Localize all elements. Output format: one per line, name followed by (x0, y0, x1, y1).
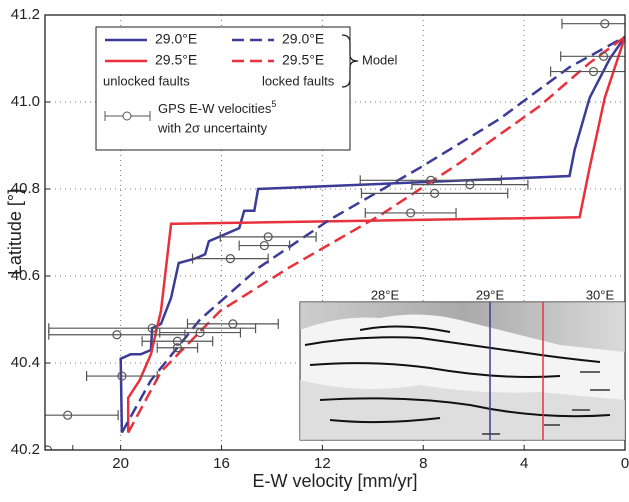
x-axis-label: E-W velocity [mm/yr] (253, 471, 418, 491)
legend-gps: GPS E-W velocities5 (158, 99, 276, 116)
y-tick-label: 40.8 (11, 180, 40, 197)
legend: unlocked faults locked faults Model GPS … (96, 27, 398, 150)
legend-gps-name: GPS E-W velocities (158, 101, 272, 116)
inset-map: 28°E 29°E 30°E (300, 287, 625, 440)
x-tick-label: 16 (213, 455, 230, 472)
y-tick-label: 41.0 (11, 93, 40, 110)
inset-label: 28°E (371, 287, 400, 302)
inset-label: 30°E (586, 287, 615, 302)
legend-gps-ref: 5 (271, 99, 276, 109)
legend-label: 29.5°E (155, 52, 197, 68)
x-tick-label: 20 (112, 455, 129, 472)
legend-group: unlocked faults (103, 73, 190, 88)
y-tick-label: 40.2 (11, 441, 40, 458)
legend-label: 29.5°E (282, 52, 324, 68)
legend-gps-marker (123, 112, 131, 120)
y-tick-label: 41.2 (11, 6, 40, 23)
legend-label: 29.0°E (282, 31, 324, 47)
legend-label: 29.0°E (155, 31, 197, 47)
legend-model: Model (362, 52, 398, 67)
x-tick-label: 8 (419, 455, 427, 472)
y-axis-label: Latitude [°] (5, 189, 25, 275)
x-tick-label: 0 (621, 455, 629, 472)
y-tick-label: 40.4 (11, 354, 40, 371)
chart: 28°E 29°E 30°E unlocked faults locked fa… (0, 0, 629, 497)
legend-gps-line2: with 2σ uncertainty (157, 120, 268, 135)
x-tick-label: 12 (314, 455, 331, 472)
y-tick-label: 40.6 (11, 267, 40, 284)
page: 28°E 29°E 30°E unlocked faults locked fa… (0, 0, 629, 502)
x-tick-label: 4 (520, 455, 528, 472)
inset-label: 29°E (476, 287, 505, 302)
legend-group: locked faults (262, 73, 335, 88)
